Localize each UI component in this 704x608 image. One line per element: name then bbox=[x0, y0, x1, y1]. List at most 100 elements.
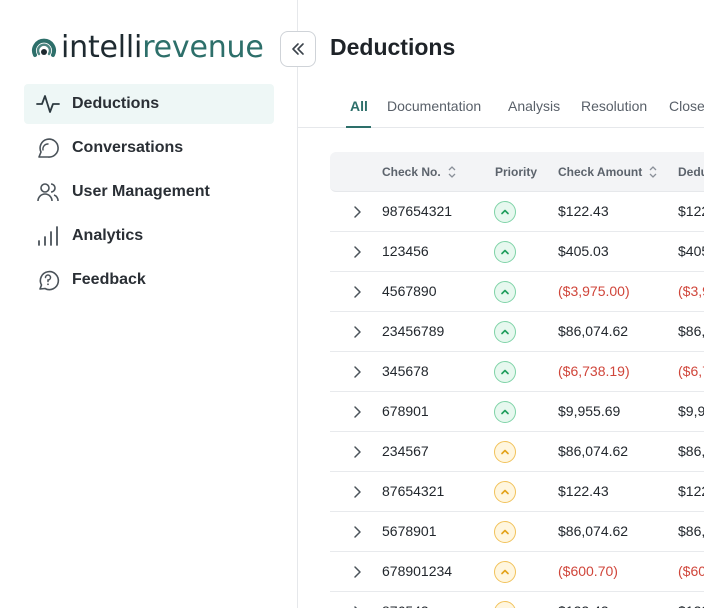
brand-name-part1: intelli bbox=[61, 30, 143, 65]
priority-high-icon bbox=[494, 241, 516, 263]
check-number-cell: 678901 bbox=[382, 403, 429, 419]
priority-medium-icon bbox=[494, 601, 516, 608]
check-amount-cell: $9,955.69 bbox=[558, 403, 621, 419]
check-amount-cell: $86,074.62 bbox=[558, 323, 629, 339]
deduction-amount-cell: ($6,738.19) bbox=[678, 363, 704, 379]
check-number-cell: 345678 bbox=[382, 363, 429, 379]
check-amount-cell: ($3,975.00) bbox=[558, 283, 630, 299]
sidebar: intellirevenue Deductions Conversations … bbox=[0, 0, 298, 608]
check-number-cell: 987654321 bbox=[382, 203, 453, 219]
expand-row-chevron-icon[interactable] bbox=[350, 565, 364, 579]
double-chevron-left-icon bbox=[292, 43, 304, 55]
expand-row-chevron-icon[interactable] bbox=[350, 525, 364, 539]
table-row[interactable]: 876543 $122.43 $122.43 bbox=[330, 592, 704, 608]
table-row[interactable]: 87654321 $122.43 $122.43 bbox=[330, 472, 704, 512]
table-row[interactable]: 678901234 ($600.70) ($600.70) bbox=[330, 552, 704, 592]
table-row[interactable]: 234567 $86,074.62 $86,074.62 bbox=[330, 432, 704, 472]
column-header-check-no[interactable]: Check No. bbox=[382, 165, 457, 179]
column-header-label: Deduction Amount bbox=[678, 165, 704, 179]
priority-high-icon bbox=[494, 401, 516, 423]
priority-high-icon bbox=[494, 321, 516, 343]
check-amount-cell: $122.43 bbox=[558, 483, 609, 499]
sidebar-item-label: Analytics bbox=[72, 227, 144, 244]
column-header-label: Check No. bbox=[382, 165, 441, 179]
check-number-cell: 234567 bbox=[382, 443, 429, 459]
brand-logo[interactable]: intellirevenue bbox=[31, 30, 264, 66]
deduction-amount-cell: ($600.70) bbox=[678, 563, 704, 579]
expand-row-chevron-icon[interactable] bbox=[350, 365, 364, 379]
expand-row-chevron-icon[interactable] bbox=[350, 485, 364, 499]
tab-analysis[interactable]: Analysis bbox=[508, 98, 561, 114]
table-row[interactable]: 5678901 $86,074.62 $86,074.62 bbox=[330, 512, 704, 552]
expand-row-chevron-icon[interactable] bbox=[350, 405, 364, 419]
tab-documentation[interactable]: Documentation bbox=[387, 98, 482, 114]
check-amount-cell: $405.03 bbox=[558, 243, 609, 259]
deduction-amount-cell: ($3,975.00) bbox=[678, 283, 704, 299]
table-row[interactable]: 987654321 $122.43 $122.43 bbox=[330, 192, 704, 232]
table-body: 987654321 $122.43 $122.43 123456 $405.03 $405… bbox=[330, 192, 704, 608]
sidebar-item-label: User Management bbox=[72, 183, 210, 200]
check-amount-cell: $86,074.62 bbox=[558, 443, 629, 459]
priority-high-icon bbox=[494, 281, 516, 303]
check-number-cell: 876543 bbox=[382, 603, 429, 608]
priority-medium-icon bbox=[494, 521, 516, 543]
priority-high-icon bbox=[494, 201, 516, 223]
collapse-sidebar-button[interactable] bbox=[280, 31, 316, 67]
deduction-amount-cell: $9,955.69 bbox=[678, 403, 704, 419]
sort-icon bbox=[448, 166, 456, 178]
sidebar-item-label: Conversations bbox=[72, 139, 184, 156]
check-amount-cell: ($600.70) bbox=[558, 563, 618, 579]
check-number-cell: 23456789 bbox=[382, 323, 445, 339]
deduction-amount-cell: $86,074.62 bbox=[678, 443, 704, 459]
tab-closed[interactable]: Closed bbox=[669, 98, 704, 114]
deduction-amount-cell: $86,074.62 bbox=[678, 523, 704, 539]
check-number-cell: 5678901 bbox=[382, 523, 437, 539]
expand-row-chevron-icon[interactable] bbox=[350, 325, 364, 339]
sidebar-nav: Deductions Conversations User Management… bbox=[24, 84, 274, 304]
brand-name-part2: revenue bbox=[142, 30, 264, 65]
deduction-amount-cell: $405.03 bbox=[678, 243, 704, 259]
sidebar-item-deductions[interactable]: Deductions bbox=[24, 84, 274, 124]
table-row[interactable]: 678901 $9,955.69 $9,955.69 bbox=[330, 392, 704, 432]
check-amount-cell: ($6,738.19) bbox=[558, 363, 630, 379]
active-tab-indicator bbox=[346, 126, 371, 128]
priority-high-icon bbox=[494, 361, 516, 383]
check-number-cell: 4567890 bbox=[382, 283, 437, 299]
table-row[interactable]: 23456789 $86,074.62 $86,074.62 bbox=[330, 312, 704, 352]
table-row[interactable]: 123456 $405.03 $405.03 bbox=[330, 232, 704, 272]
page-title: Deductions bbox=[330, 34, 456, 60]
expand-row-chevron-icon[interactable] bbox=[350, 205, 364, 219]
brand-name: intellirevenue bbox=[61, 33, 264, 63]
column-header-priority[interactable]: Priority bbox=[495, 165, 537, 179]
logo-mark-icon bbox=[32, 38, 56, 57]
main-content: Deductions All Documentation Analysis Re… bbox=[298, 0, 704, 608]
bar-chart-icon bbox=[36, 224, 60, 248]
sidebar-item-analytics[interactable]: Analytics bbox=[24, 216, 274, 256]
expand-row-chevron-icon[interactable] bbox=[350, 245, 364, 259]
sidebar-item-conversations[interactable]: Conversations bbox=[24, 128, 274, 168]
priority-medium-icon bbox=[494, 481, 516, 503]
check-number-cell: 87654321 bbox=[382, 483, 445, 499]
expand-row-chevron-icon[interactable] bbox=[350, 445, 364, 459]
sidebar-item-user-management[interactable]: User Management bbox=[24, 172, 274, 212]
sidebar-item-feedback[interactable]: Feedback bbox=[24, 260, 274, 300]
tab-all[interactable]: All bbox=[350, 98, 368, 114]
table-row[interactable]: 345678 ($6,738.19) ($6,738.19) bbox=[330, 352, 704, 392]
activity-icon bbox=[36, 92, 60, 116]
check-amount-cell: $122.43 bbox=[558, 203, 609, 219]
column-header-deduction-amount[interactable]: Deduction Amount bbox=[678, 165, 704, 179]
column-header-label: Check Amount bbox=[558, 165, 643, 179]
users-icon bbox=[36, 180, 60, 204]
table-row[interactable]: 4567890 ($3,975.00) ($3,975.00) bbox=[330, 272, 704, 312]
column-header-check-amount[interactable]: Check Amount bbox=[558, 165, 658, 179]
table-header: Check No. Priority Check Amount Deductio… bbox=[330, 152, 704, 192]
expand-row-chevron-icon[interactable] bbox=[350, 285, 364, 299]
chat-bubble-icon bbox=[36, 136, 60, 160]
deduction-amount-cell: $86,074.62 bbox=[678, 323, 704, 339]
deduction-amount-cell: $122.43 bbox=[678, 603, 704, 608]
tab-resolution[interactable]: Resolution bbox=[581, 98, 648, 114]
priority-medium-icon bbox=[494, 441, 516, 463]
check-number-cell: 678901234 bbox=[382, 563, 453, 579]
deduction-amount-cell: $122.43 bbox=[678, 483, 704, 499]
check-amount-cell: $86,074.62 bbox=[558, 523, 629, 539]
